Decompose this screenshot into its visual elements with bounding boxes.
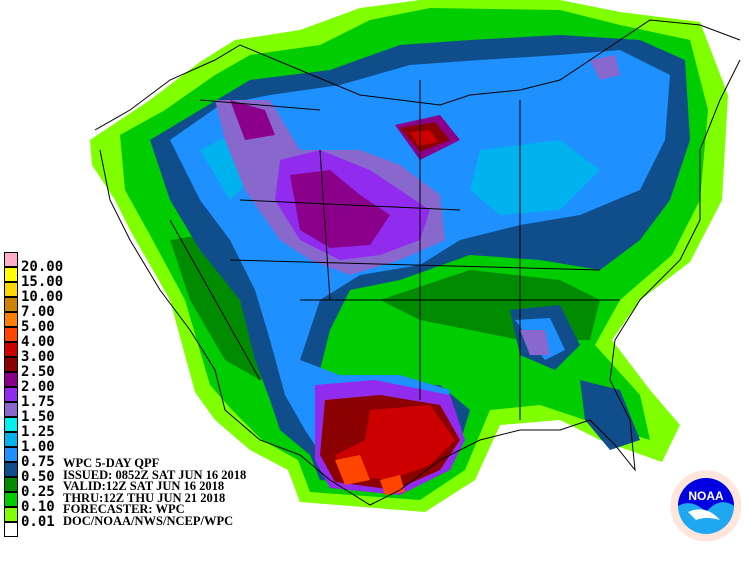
legend-label: 15.00	[21, 274, 64, 290]
legend-swatch	[4, 417, 18, 432]
legend-swatch	[4, 402, 18, 417]
noaa-logo: NOAA	[669, 469, 743, 543]
legend-label: 0.25	[21, 484, 55, 500]
legend-swatch	[4, 327, 18, 342]
legend-label: 0.50	[21, 469, 55, 485]
legend-label: 7.00	[21, 304, 55, 320]
legend-label: 2.00	[21, 379, 55, 395]
legend-swatch	[4, 462, 18, 477]
legend-swatch	[4, 447, 18, 462]
valid-time: VALID:12Z SAT JUN 16 2018	[63, 479, 225, 493]
svg-text:NOAA: NOAA	[688, 489, 724, 503]
legend-swatch	[4, 297, 18, 312]
legend-swatch	[4, 342, 18, 357]
legend-label: 0.75	[21, 454, 55, 470]
legend-label: 0.01	[21, 514, 55, 530]
legend-swatch	[4, 477, 18, 492]
product-title: WPC 5-DAY QPF	[63, 456, 160, 470]
legend-label: 1.00	[21, 439, 55, 455]
legend-swatch	[4, 522, 18, 537]
legend-swatch	[4, 267, 18, 282]
legend-swatch	[4, 387, 18, 402]
legend-swatch	[4, 372, 18, 387]
legend-label: 1.75	[21, 394, 55, 410]
source-agency: DOC/NOAA/NWS/NCEP/WPC	[63, 513, 234, 528]
legend-label: 1.25	[21, 424, 55, 440]
legend-label: 2.50	[21, 364, 55, 380]
legend-swatch	[4, 312, 18, 327]
legend-label: 0.10	[21, 499, 55, 515]
legend-label: 1.50	[21, 409, 55, 425]
legend-swatch	[4, 507, 18, 522]
issued-time: ISSUED: 0852Z SAT JUN 16 2018	[63, 467, 247, 482]
legend-swatch	[4, 492, 18, 507]
legend-label: 4.00	[21, 334, 55, 350]
legend-label: 5.00	[21, 319, 55, 335]
legend-label: 3.00	[21, 349, 55, 365]
legend-swatch	[4, 282, 18, 297]
legend-label: 10.00	[21, 289, 64, 305]
precip-red	[320, 122, 460, 495]
boundary-lines	[94, 19, 741, 506]
legend-swatch	[4, 432, 18, 447]
thru-time: THRU:12Z THU JUN 21 2018	[63, 490, 226, 505]
forecaster: FORECASTER: WPC	[63, 502, 185, 516]
product-info: WPC 5-DAY QPF ISSUED: 0852Z SAT JUN 16 2…	[63, 456, 247, 528]
legend-label: 20.00	[21, 259, 64, 275]
legend-swatch	[4, 357, 18, 372]
legend-swatch	[4, 252, 18, 267]
